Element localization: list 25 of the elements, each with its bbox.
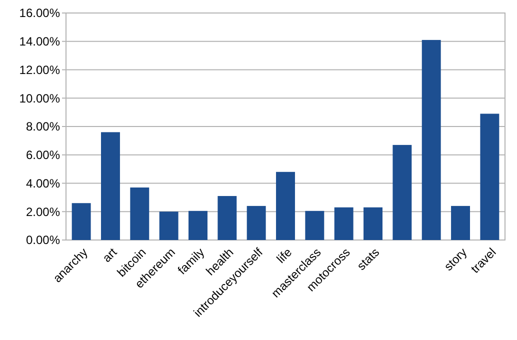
bar	[101, 132, 120, 240]
bar	[188, 210, 208, 240]
y-tick-label: 16.00%	[19, 6, 60, 20]
bar	[276, 172, 295, 240]
y-tick-label: 4.00%	[26, 176, 60, 190]
bar	[218, 196, 237, 240]
bar	[72, 203, 91, 240]
y-tick-label: 12.00%	[19, 62, 60, 77]
bar	[392, 144, 412, 240]
y-tick-label: 8.00%	[26, 120, 60, 134]
y-tick-label: 10.00%	[19, 91, 60, 106]
bar	[130, 188, 150, 240]
y-tick-label: 6.00%	[26, 148, 60, 162]
bar	[305, 210, 324, 240]
bar	[246, 206, 266, 240]
bar	[451, 206, 470, 240]
y-tick-label: 0.00%	[26, 233, 60, 248]
y-tick-label: 14.00%	[19, 34, 60, 49]
bar	[334, 207, 354, 240]
bar	[480, 114, 500, 240]
bar	[364, 207, 382, 240]
bar	[422, 40, 441, 240]
x-tick-label: art	[100, 244, 120, 265]
y-tick-label: 2.00%	[26, 204, 60, 219]
bar	[159, 212, 178, 240]
